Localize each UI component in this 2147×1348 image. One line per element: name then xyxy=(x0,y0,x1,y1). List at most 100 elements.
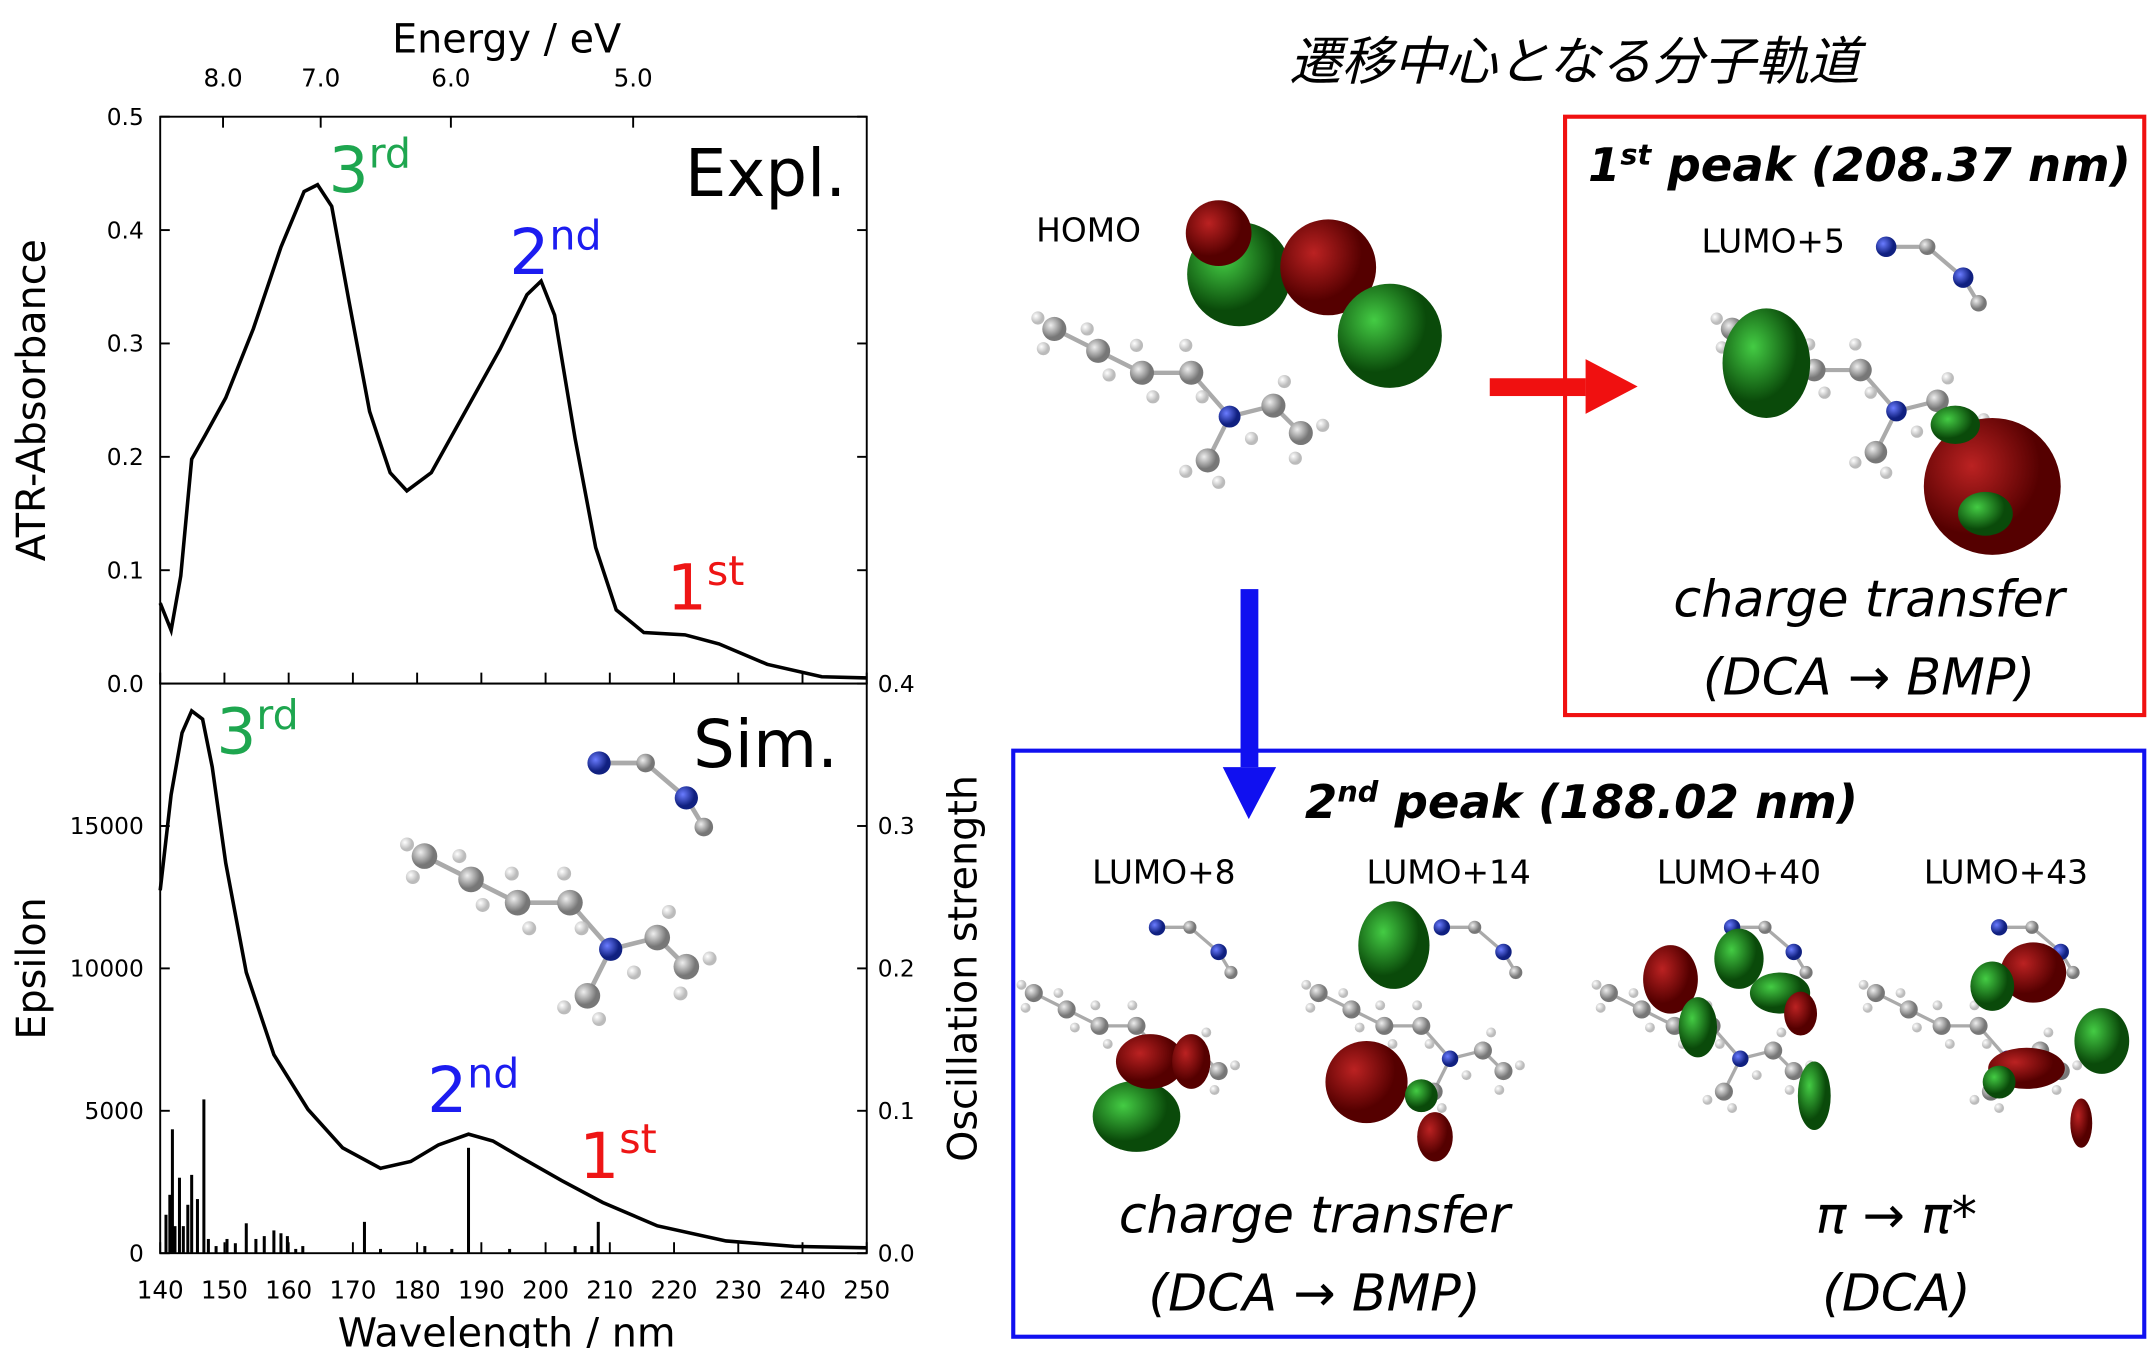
panel-label: Expl. xyxy=(685,136,846,212)
y-tick-label: 0.2 xyxy=(107,444,144,471)
oscillator-stick xyxy=(574,1246,577,1253)
orbital-label: LUMO+43 xyxy=(1924,852,2088,891)
x-tick-label: 160 xyxy=(265,1275,312,1304)
oscillator-stick xyxy=(202,1099,205,1253)
oscillator-stick xyxy=(234,1243,237,1253)
peak-number: 2 xyxy=(427,1054,467,1127)
peak-suffix: nd xyxy=(467,1050,519,1098)
oscillator-stick xyxy=(294,1249,297,1253)
x-tick-label: 140 xyxy=(137,1275,184,1304)
oscillator-stick xyxy=(173,1226,176,1253)
x2-tick-label: 7.0 xyxy=(301,64,340,93)
oscillator-stick xyxy=(379,1249,382,1253)
x-tick-label: 170 xyxy=(329,1275,376,1304)
oscillator-stick xyxy=(508,1249,511,1253)
x2-tick-label: 6.0 xyxy=(431,64,470,93)
oscillator-stick xyxy=(207,1239,210,1253)
oscillator-stick xyxy=(450,1249,453,1253)
peak-number: 3 xyxy=(216,695,256,768)
orbital-lobe xyxy=(1417,1112,1453,1161)
orbital-lobes xyxy=(1186,200,1442,388)
orbital-lobes xyxy=(1723,308,2061,554)
orbital-lobe xyxy=(1325,1041,1407,1123)
x-tick-label: 150 xyxy=(201,1275,248,1304)
orbital-lobe xyxy=(1093,1081,1181,1152)
y-tick-label: 0.1 xyxy=(107,557,144,584)
transition-character: charge transfer xyxy=(1119,1186,1513,1245)
oscillator-stick xyxy=(467,1148,470,1253)
peak-number: 3 xyxy=(329,134,369,207)
orbital-lobe xyxy=(1679,997,1717,1057)
oscillator-stick xyxy=(168,1195,171,1253)
orbital-lobe xyxy=(1983,1066,2016,1099)
transition-direction: (DCA) xyxy=(1822,1264,1971,1323)
page: {"chart_data": [ {"type": "line", "x2lab… xyxy=(0,0,2147,1348)
y2-tick-label: 0.3 xyxy=(878,813,915,840)
y-tick-label: 10000 xyxy=(70,956,144,983)
y-tick-label: 0.3 xyxy=(107,331,144,358)
molecule-image xyxy=(400,751,717,1026)
oscillator-stick xyxy=(286,1236,289,1253)
oscillator-stick xyxy=(186,1205,189,1253)
peak-number: 1 xyxy=(579,1120,619,1193)
peak-annotation: 3rd xyxy=(329,129,411,207)
peak-annotation: 2nd xyxy=(427,1050,519,1128)
y-tick-label: 0 xyxy=(129,1240,144,1267)
peak-suffix: st xyxy=(619,1115,657,1163)
peak-suffix: rd xyxy=(256,691,298,739)
orbital-diagram: 遷移中心となる分子軌道 HOMO 1st peak (208.37 nm) LU… xyxy=(1013,33,2144,1337)
x2-tick-label: 5.0 xyxy=(614,64,653,93)
oscillator-stick xyxy=(254,1239,257,1253)
oscillator-stick xyxy=(178,1178,181,1253)
y-axis-title: ATR-Absorbance xyxy=(9,239,55,561)
transition-direction: (DCA → BMP) xyxy=(1703,648,2035,707)
oscillator-stick xyxy=(263,1236,266,1253)
oscillator-stick xyxy=(272,1230,275,1253)
orbital-label: LUMO+14 xyxy=(1367,852,1531,891)
transition-character: π → π* xyxy=(1816,1186,1977,1245)
oscillator-stick xyxy=(182,1226,185,1253)
x-tick-label: 230 xyxy=(715,1275,762,1304)
y2-tick-label: 0.1 xyxy=(878,1098,915,1125)
orbital-label: LUMO+5 xyxy=(1702,221,1845,260)
y-tick-label: 5000 xyxy=(85,1098,144,1125)
x-tick-label: 210 xyxy=(586,1275,633,1304)
oscillator-stick xyxy=(363,1222,366,1253)
orbital-lobe xyxy=(1172,1034,1210,1089)
orbital-lobe xyxy=(1358,901,1429,989)
oscillator-stick xyxy=(171,1129,174,1253)
oscillator-stick xyxy=(245,1223,248,1253)
oscillator-stick xyxy=(301,1246,304,1253)
peak-annotation: 3rd xyxy=(216,691,298,769)
orbital-label: HOMO xyxy=(1036,210,1141,249)
orbital-lobe xyxy=(1784,992,1817,1036)
y2-tick-label: 0.0 xyxy=(878,1240,915,1267)
oscillator-stick xyxy=(190,1175,193,1253)
oscillator-stick xyxy=(225,1239,228,1253)
peak-heading: 2nd peak (188.02 nm) xyxy=(1305,774,1858,828)
orbital-lobe xyxy=(2074,1008,2129,1074)
transition-direction: (DCA → BMP) xyxy=(1148,1264,1480,1323)
x-tick-label: 190 xyxy=(458,1275,505,1304)
oscillator-stick xyxy=(590,1246,593,1253)
y-tick-label: 15000 xyxy=(70,813,144,840)
x-tick-label: 240 xyxy=(779,1275,826,1304)
y2-axis-title: Oscillation strength xyxy=(940,775,986,1162)
y-tick-label: 0.4 xyxy=(107,217,144,244)
oscillator-stick xyxy=(423,1246,426,1253)
peak-suffix: nd xyxy=(549,212,601,260)
orbital-label: LUMO+40 xyxy=(1657,852,1821,891)
x-tick-label: 220 xyxy=(651,1275,698,1304)
peak-annotation: 2nd xyxy=(509,212,601,290)
x-tick-label: 250 xyxy=(843,1275,890,1304)
orbital-lobe xyxy=(1714,929,1763,989)
y-tick-label: 0.5 xyxy=(107,104,144,131)
x-axis-title: Wavelength / nm xyxy=(338,1310,676,1348)
transition-character: charge transfer xyxy=(1673,569,2067,628)
x2-tick-label: 8.0 xyxy=(203,64,242,93)
peak-number: 2 xyxy=(509,216,549,289)
y2-tick-label: 0.4 xyxy=(878,671,915,698)
oscillator-stick xyxy=(196,1199,199,1253)
peak-annotation: 1st xyxy=(579,1115,657,1193)
